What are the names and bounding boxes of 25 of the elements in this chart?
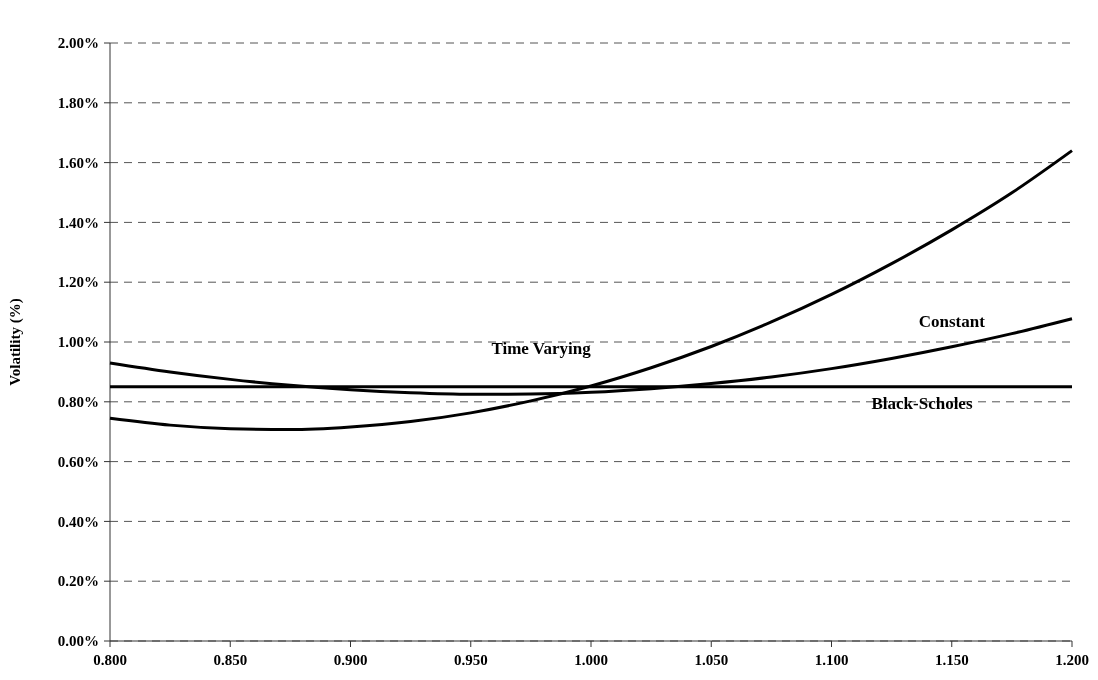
y-tick-label: 1.60% [57,154,99,171]
series-label: Time Varying [491,338,592,358]
y-tick-label: 1.80% [57,95,99,112]
series-label: Black-Scholes [871,393,973,413]
x-tick-label: 0.800 [93,652,127,668]
x-tick-label: 1.150 [934,652,969,668]
x-tick-label: 0.950 [453,652,488,668]
y-tick-label: 1.00% [57,334,99,351]
y-tick-label: 0.60% [57,453,99,470]
series-label: Constant [918,311,986,331]
x-tick-label: 0.900 [333,652,368,668]
x-tick-label: 1.000 [574,652,608,668]
y-tick-label: 0.00% [57,633,99,650]
y-tick-label: 2.00% [57,35,99,52]
y-axis-title: Volatility (%) [7,298,24,386]
x-tick-label: 1.100 [814,652,849,668]
x-tick-label: 1.050 [694,652,729,668]
y-tick-label: 0.20% [57,573,99,590]
y-tick-label: 1.40% [57,214,99,231]
y-tick-label: 0.80% [57,394,99,411]
y-tick-label: 0.40% [57,513,99,530]
x-tick-label: 1.200 [1055,652,1089,668]
y-tick-label: 1.20% [57,274,99,291]
x-tick-label: 0.850 [213,652,248,668]
line-series [108,149,1074,432]
